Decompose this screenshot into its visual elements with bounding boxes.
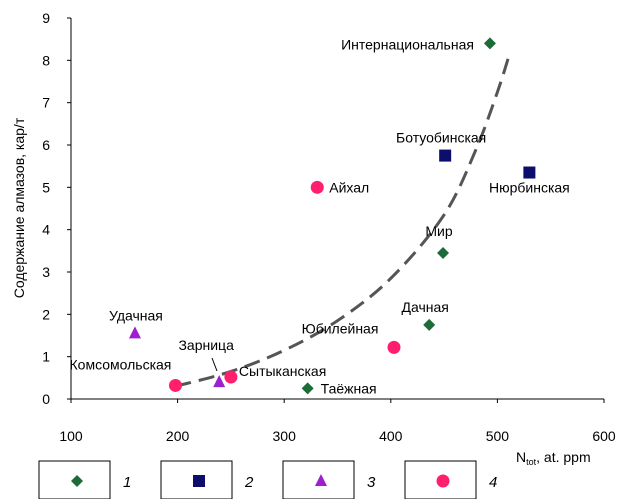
point-label: Айхал (329, 179, 369, 195)
x-tick-label: 600 (592, 428, 616, 444)
point-label: Удачная (109, 307, 163, 323)
y-tick-label: 8 (42, 52, 50, 68)
y-tick-label: 3 (42, 264, 50, 280)
data-point-diamond (437, 246, 450, 259)
x-axis-title-rest: , at. ppm (536, 449, 590, 465)
y-tick-label: 2 (42, 306, 50, 322)
point-labels: Интернациональная Мир Дачная Таёжная Ботуоби… (70, 36, 570, 396)
axes: 0 1 2 3 4 5 6 7 8 9 100 200 300 400 500 600 (42, 10, 616, 444)
y-tick-label: 6 (42, 137, 50, 153)
data-point-triangle (128, 326, 141, 339)
legend-marker-triangle (315, 474, 327, 486)
legend-marker-diamond (71, 475, 83, 487)
x-tick-label: 200 (166, 428, 190, 444)
x-axis-title-sub: tot (526, 457, 537, 467)
data-point-square (523, 166, 536, 179)
data-point-circle (310, 180, 324, 194)
legend-box (282, 460, 355, 499)
data-point-circle (224, 370, 238, 384)
x-axis-title-main: N (516, 449, 526, 465)
y-tick-label: 5 (42, 179, 50, 195)
x-tick-label: 300 (273, 428, 297, 444)
legend-number: 2 (244, 474, 254, 491)
point-label: Мир (425, 223, 452, 239)
point-label: Ботуобинская (396, 130, 486, 146)
point-label: Дачная (401, 299, 448, 315)
leader-line-zarnitsa (211, 357, 218, 372)
legend-number: 1 (123, 474, 131, 491)
point-label: Интернациональная (341, 36, 474, 52)
data-point-circle (387, 340, 401, 354)
legend-box (160, 460, 233, 499)
legend-marker-circle (436, 474, 450, 488)
x-tick-label: 500 (486, 428, 510, 444)
y-tick-label: 4 (42, 222, 50, 238)
leader-lines (211, 357, 218, 372)
point-label: Нюрбинская (489, 180, 570, 196)
y-tick-label: 1 (42, 349, 50, 365)
x-ticks: 100 200 300 400 500 600 (59, 399, 616, 444)
y-axis-title: Содержание алмазов, кар/т (11, 117, 27, 298)
y-tick-label: 0 (42, 391, 50, 407)
x-axis-title: Ntot, at. ppm (516, 449, 591, 467)
legend-box (404, 460, 477, 499)
point-label: Сытыканская (239, 363, 326, 379)
data-points (128, 37, 536, 395)
y-tick-label: 9 (42, 10, 50, 26)
point-label: Зарница (178, 337, 234, 353)
y-tick-label: 7 (42, 95, 50, 111)
x-tick-label: 100 (59, 428, 83, 444)
legend-box (38, 460, 111, 499)
data-point-circle (168, 378, 182, 392)
point-label: Таёжная (321, 380, 377, 396)
point-label: Комсомольская (70, 356, 172, 372)
y-ticks: 0 1 2 3 4 5 6 7 8 9 (42, 10, 71, 407)
x-tick-label: 400 (379, 428, 403, 444)
data-point-diamond (423, 318, 436, 331)
legend-marker-square (193, 475, 205, 487)
data-point-diamond (301, 382, 314, 395)
data-point-diamond (483, 37, 496, 50)
legend: 1 2 3 4 (38, 460, 497, 499)
point-label: Юбилейная (302, 320, 379, 336)
data-point-triangle (213, 375, 226, 388)
data-point-square (439, 149, 452, 162)
legend-number: 3 (367, 474, 376, 491)
trendline (175, 51, 512, 388)
legend-number: 4 (489, 474, 497, 491)
